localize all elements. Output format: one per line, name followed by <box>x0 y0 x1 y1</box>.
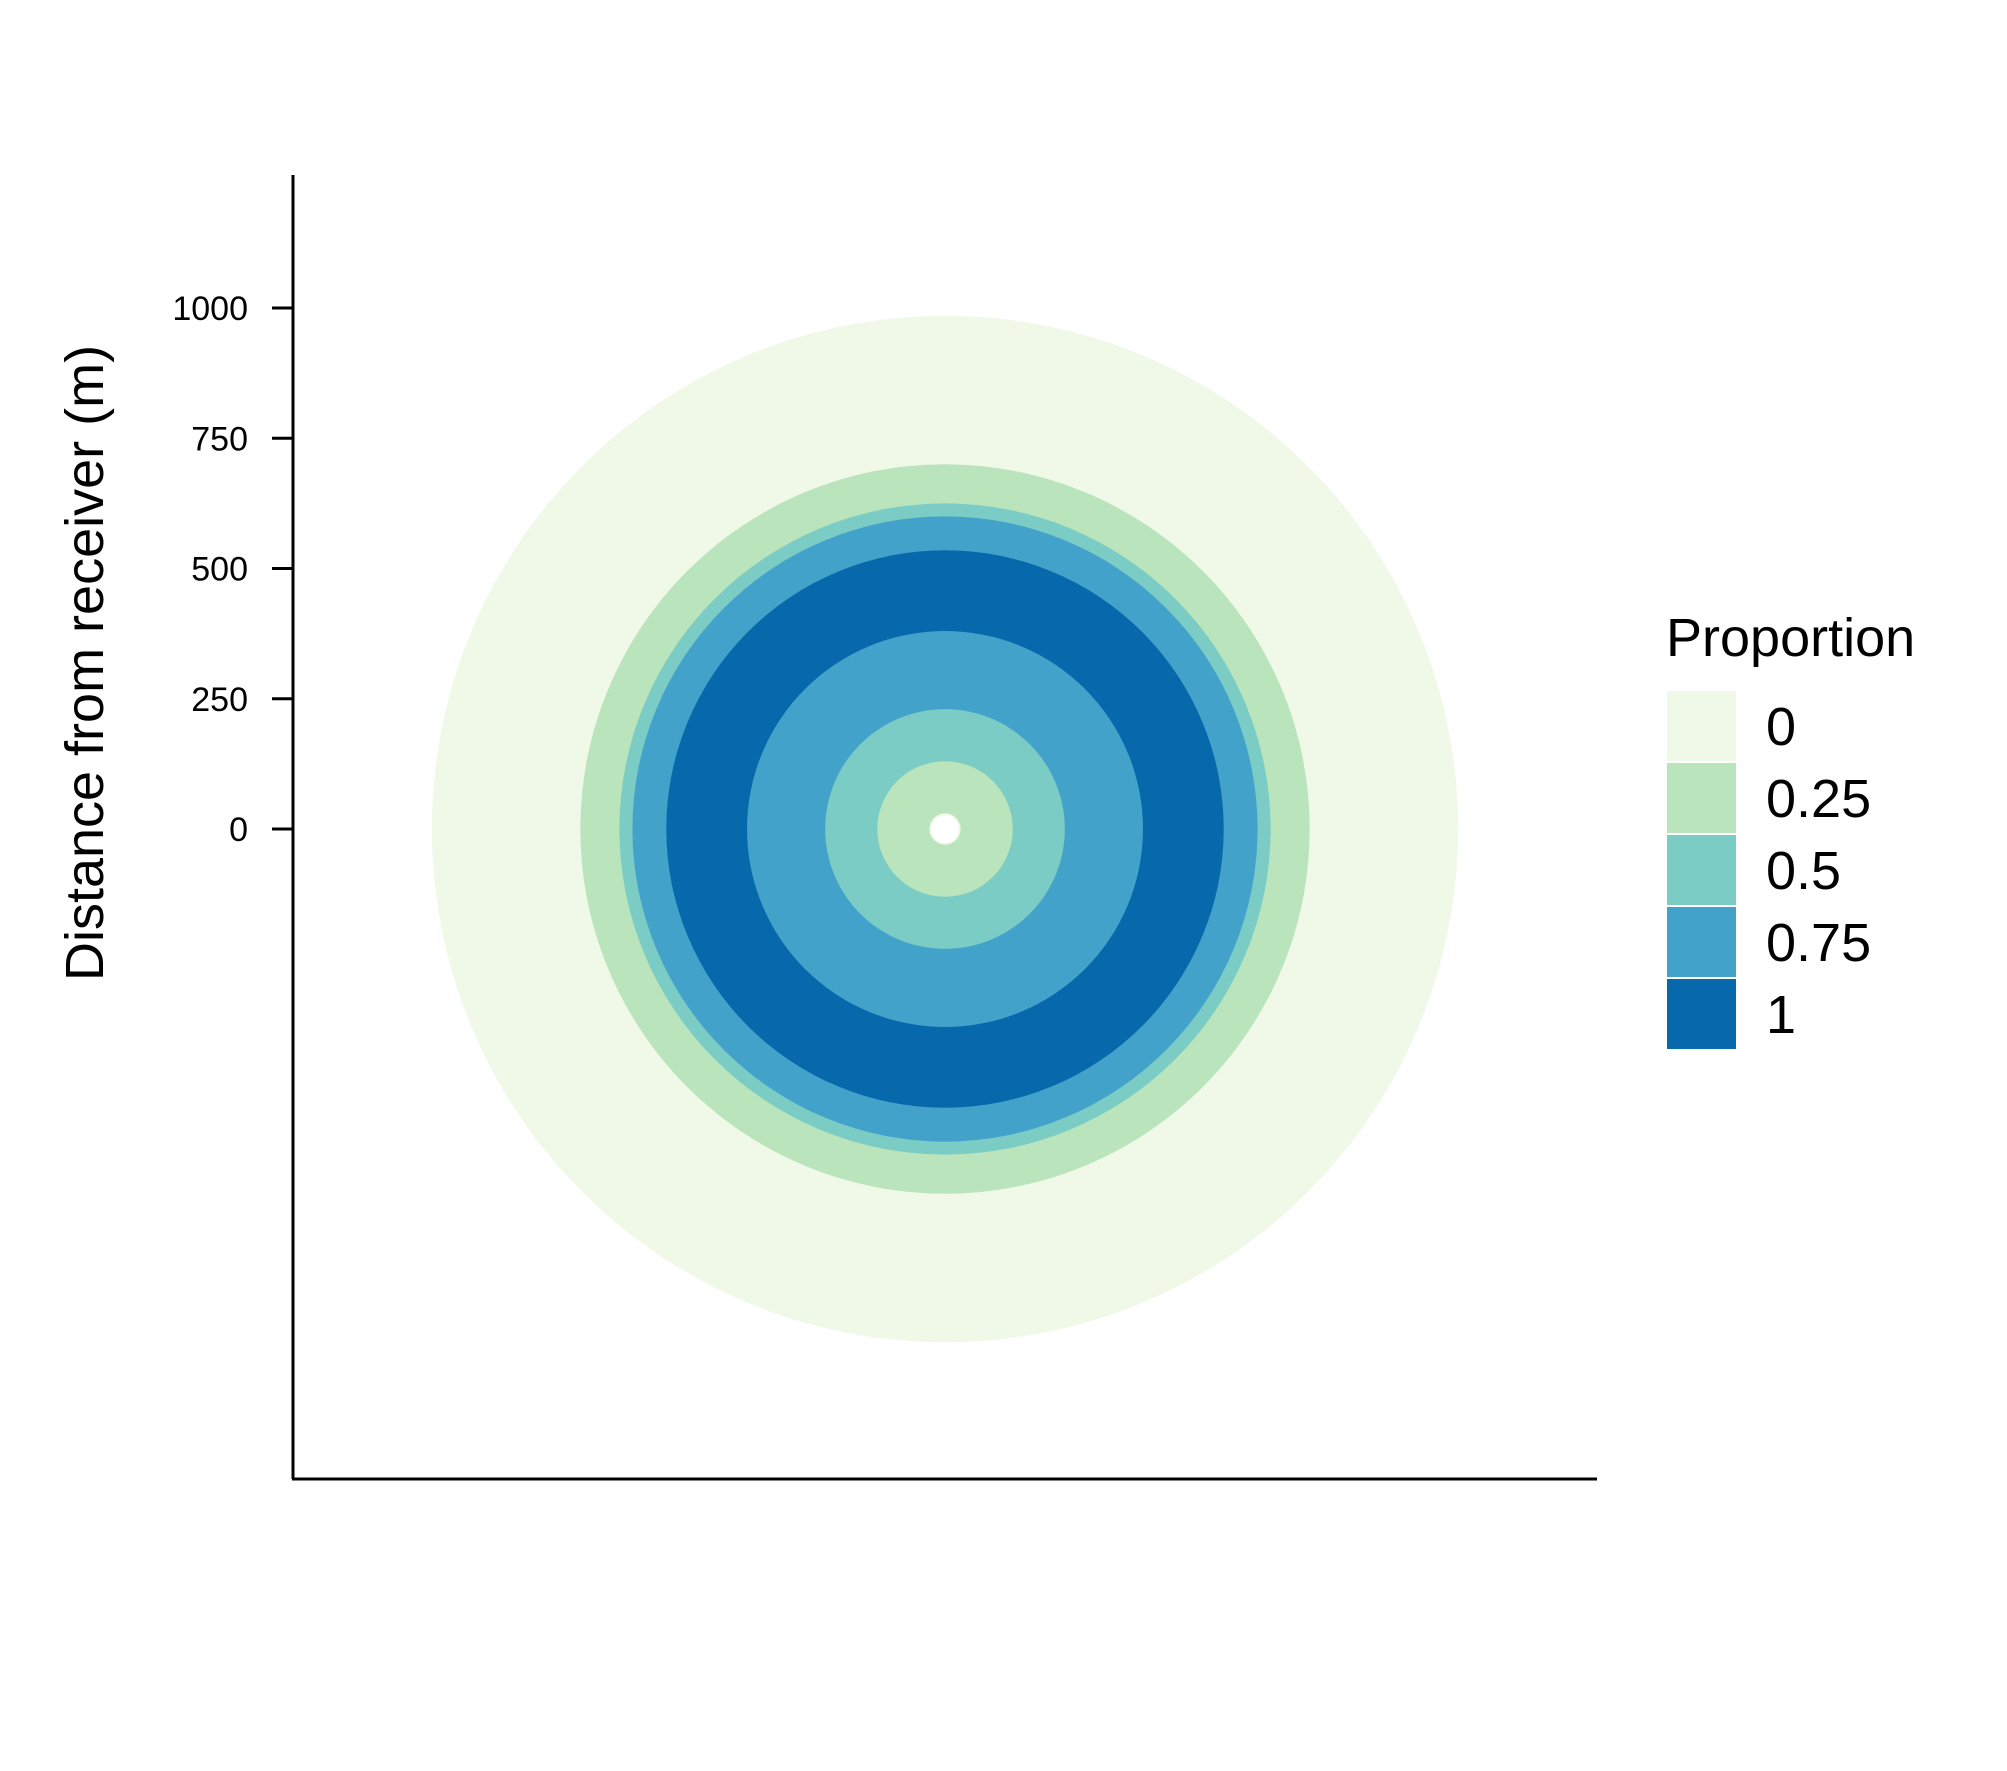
y-axis-title: Distance from receiver (m) <box>55 345 115 981</box>
ring-layer <box>431 315 1459 1343</box>
legend-swatch <box>1665 689 1738 763</box>
legend-label: 0 <box>1766 697 1796 757</box>
legend-label: 0.75 <box>1766 913 1871 973</box>
y-tick-label: 0 <box>229 811 248 849</box>
ring-center <box>931 815 959 843</box>
legend-label: 1 <box>1766 985 1796 1045</box>
axes <box>291 175 1597 1481</box>
legend-label: 0.5 <box>1766 841 1841 901</box>
y-ticks: 0 250 500 750 1000 <box>172 290 293 849</box>
legend-swatch <box>1665 905 1738 979</box>
legend-swatch <box>1665 977 1738 1051</box>
legend-items: 0 0.25 0.5 0.75 1 <box>1665 689 1871 1051</box>
y-tick-label: 1000 <box>172 290 248 328</box>
legend-swatch <box>1665 761 1738 835</box>
legend-label: 0.25 <box>1766 769 1871 829</box>
y-tick-label: 250 <box>191 681 248 719</box>
legend-title: Proportion <box>1666 608 1915 668</box>
y-tick-label: 500 <box>191 551 248 589</box>
legend-swatch <box>1665 833 1738 907</box>
y-tick-label: 750 <box>191 420 248 458</box>
legend: Proportion 0 0.25 0.5 0.75 1 <box>1665 608 1915 1051</box>
